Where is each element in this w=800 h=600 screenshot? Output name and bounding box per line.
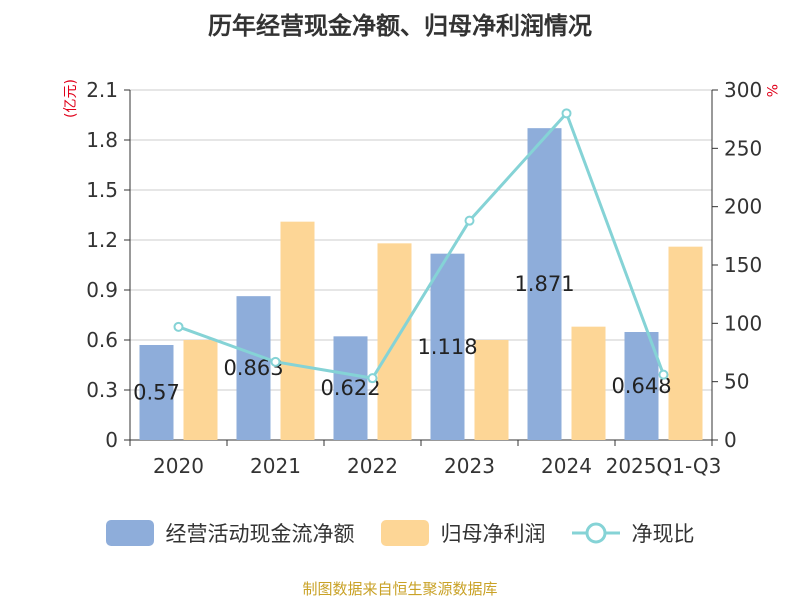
- point-cash-ratio: [658, 369, 669, 380]
- legend-swatch-net-profit: [380, 520, 429, 546]
- bar-cashflow: [527, 128, 562, 440]
- legend-label-cashflow: 经营活动现金流净额: [165, 522, 355, 546]
- right-tick-label: 200: [724, 195, 762, 219]
- right-tick-label: 300: [724, 78, 762, 102]
- left-tick-label: 2.1: [86, 78, 118, 102]
- left-tick-label: 1.5: [86, 178, 118, 202]
- right-tick-label: 50: [724, 370, 749, 394]
- x-tick-label: 2025Q1-Q3: [606, 454, 722, 478]
- legend-swatch-cashflow: [105, 520, 154, 546]
- x-tick-label: 2024: [541, 454, 592, 478]
- point-cash-ratio: [561, 108, 572, 119]
- legend-item-cash-ratio[interactable]: 净现比: [571, 518, 695, 548]
- right-tick-label: 250: [724, 136, 762, 160]
- bar-cashflow: [333, 336, 368, 440]
- legend: 经营活动现金流净额 归母净利润 净现比: [0, 518, 800, 548]
- data-label-cashflow: 0.57: [133, 381, 180, 405]
- x-tick-label: 2021: [250, 454, 301, 478]
- left-tick-label: 1.2: [86, 228, 118, 252]
- bar-cashflow: [430, 253, 465, 440]
- left-tick-label: 0.3: [86, 378, 118, 402]
- bar-net-profit: [668, 246, 703, 440]
- bar-net-profit: [183, 340, 218, 440]
- legend-label-cash-ratio: 净现比: [631, 522, 695, 546]
- right-tick-label: 100: [724, 311, 762, 335]
- legend-label-net-profit: 归母净利润: [440, 522, 546, 546]
- point-cash-ratio: [464, 215, 475, 226]
- legend-item-cashflow[interactable]: 经营活动现金流净额: [105, 518, 355, 548]
- x-tick-label: 2020: [153, 454, 204, 478]
- bar-net-profit: [280, 221, 315, 440]
- line-cash-ratio: [177, 110, 665, 380]
- legend-line-icon: [571, 522, 620, 544]
- chart-title: 历年经营现金净额、归母净利润情况: [208, 12, 592, 40]
- left-tick-label: 0.6: [86, 328, 118, 352]
- point-cash-ratio: [367, 373, 378, 384]
- data-label-cashflow: 1.118: [417, 335, 477, 359]
- left-tick-label: 0: [105, 428, 118, 452]
- right-tick-label: 150: [724, 253, 762, 277]
- left-tick-label: 0.9: [86, 278, 118, 302]
- data-label-cashflow: 1.871: [514, 272, 574, 296]
- right-tick-label: 0: [724, 428, 737, 452]
- point-cash-ratio: [270, 356, 281, 367]
- data-source: 制图数据来自恒生聚源数据库: [302, 580, 498, 598]
- bar-cashflow: [139, 345, 174, 440]
- x-tick-label: 2022: [347, 454, 398, 478]
- legend-item-net-profit[interactable]: 归母净利润: [380, 518, 546, 548]
- point-cash-ratio: [173, 321, 184, 332]
- x-tick-label: 2023: [444, 454, 495, 478]
- bar-cashflow: [236, 296, 271, 440]
- left-tick-label: 1.8: [86, 128, 118, 152]
- bar-net-profit: [474, 340, 509, 440]
- bar-net-profit: [571, 326, 606, 440]
